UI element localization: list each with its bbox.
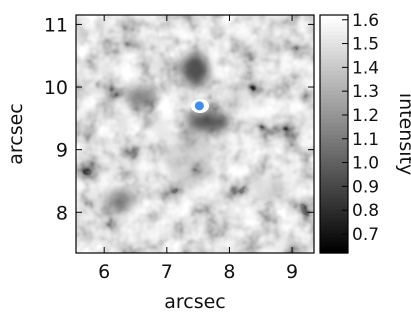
colorbar-swatch xyxy=(320,34,348,40)
colorbar-swatch xyxy=(320,149,348,155)
colorbar-swatch xyxy=(320,94,348,99)
colorbar-swatch xyxy=(320,126,348,131)
colorbar-swatch xyxy=(320,98,348,103)
heatmap-features xyxy=(106,54,288,212)
colorbar-swatch xyxy=(320,217,348,222)
colorbar-tick-label: 1.6 xyxy=(352,11,379,31)
colorbar-swatch xyxy=(320,177,348,183)
x-tick-label: 9 xyxy=(286,261,298,283)
colorbar-tick-label: 1.1 xyxy=(352,130,379,150)
colorbar-tick-label: 1.4 xyxy=(352,58,379,78)
colorbar-swatch xyxy=(320,161,348,167)
colorbar-tick-label: 0.9 xyxy=(352,177,379,197)
colorbar-swatch xyxy=(320,130,348,135)
colorbar-swatch xyxy=(320,201,348,206)
colorbar-swatch xyxy=(320,237,348,242)
colorbar-tick-label: 1.0 xyxy=(352,154,379,174)
colorbar-tick-label: 1.3 xyxy=(352,82,379,102)
y-tick-label: 8 xyxy=(56,202,68,224)
colorbar-swatch xyxy=(320,54,348,60)
colorbar-swatch xyxy=(320,197,348,203)
colorbar-swatch xyxy=(320,15,348,20)
colorbar-swatch xyxy=(320,42,348,48)
colorbar-swatch xyxy=(320,189,348,195)
colorbar-swatch xyxy=(320,50,348,56)
x-axis-ticks: 6 7 8 9 xyxy=(98,15,298,283)
colorbar-swatch xyxy=(320,90,348,95)
colorbar-swatch xyxy=(320,30,348,36)
colorbar-swatch xyxy=(320,122,348,127)
colorbar-swatch xyxy=(320,185,348,191)
colorbar-swatch xyxy=(320,205,348,210)
colorbar-swatch xyxy=(320,134,348,139)
colorbar-swatch xyxy=(320,46,348,52)
colorbar-swatch xyxy=(320,38,348,44)
colorbar-swatch xyxy=(320,74,348,80)
colorbar-swatch xyxy=(320,221,348,226)
colorbar-swatch xyxy=(320,145,348,151)
colorbar-swatch xyxy=(320,213,348,218)
colorbar-swatch xyxy=(320,169,348,175)
y-tick-label: 11 xyxy=(44,14,68,36)
colorbar-swatch xyxy=(320,102,348,107)
colorbar-swatch xyxy=(320,82,348,87)
colorbar-swatch xyxy=(320,241,348,246)
colorbar-swatch xyxy=(320,225,348,230)
colorbar-swatch xyxy=(320,86,348,91)
colorbar-ticks: 0.7 0.8 0.9 1.0 1.1 1.2 1.3 1.4 1.5 1.6 xyxy=(342,11,379,245)
highlight-spot xyxy=(194,101,204,111)
y-axis-title: arcsec xyxy=(5,103,27,165)
plot-frame xyxy=(75,14,315,254)
colorbar-swatch xyxy=(320,229,348,234)
colorbar-swatch xyxy=(320,62,348,68)
colorbar-swatch xyxy=(320,106,348,111)
colorbar-swatch xyxy=(320,165,348,171)
colorbar-swatch xyxy=(320,141,348,147)
colorbar-swatch xyxy=(320,137,348,143)
colorbar-swatch xyxy=(320,153,348,159)
x-tick-label: 6 xyxy=(98,261,110,283)
colorbar-swatch xyxy=(320,26,348,32)
x-axis-title: arcsec xyxy=(164,291,226,313)
x-tick-label: 7 xyxy=(161,261,173,283)
colorbar-title: intensity xyxy=(395,93,411,175)
colorbar-swatch xyxy=(320,66,348,72)
colorbar-swatch xyxy=(320,173,348,179)
colorbar-frame xyxy=(319,14,349,254)
colorbar-tick-label: 1.5 xyxy=(352,35,379,55)
colorbar-swatch xyxy=(320,114,348,119)
colorbar-swatch xyxy=(320,209,348,214)
colorbar-swatch xyxy=(320,245,348,250)
x-tick-label: 8 xyxy=(223,261,235,283)
colorbar-swatch xyxy=(320,22,348,28)
colorbar-gradient xyxy=(320,15,348,254)
y-tick-label: 9 xyxy=(56,140,68,162)
colorbar: 0.7 0.8 0.9 1.0 1.1 1.2 1.3 1.4 1.5 1.6 intensity xyxy=(319,11,411,254)
colorbar-swatch xyxy=(320,78,348,84)
colorbar-swatch xyxy=(320,58,348,64)
colorbar-swatch xyxy=(320,193,348,199)
colorbar-swatch xyxy=(320,70,348,76)
colorbar-tick-label: 1.2 xyxy=(352,106,379,126)
colorbar-swatch xyxy=(320,110,348,115)
y-axis-ticks: 8 9 10 11 xyxy=(44,14,314,224)
colorbar-swatch xyxy=(320,181,348,187)
colorbar-swatch xyxy=(320,118,348,123)
colorbar-tick-label: 0.7 xyxy=(352,225,379,245)
colorbar-swatch xyxy=(320,249,348,254)
plot-area xyxy=(75,14,315,254)
colorbar-swatch xyxy=(320,233,348,238)
colorbar-swatch xyxy=(320,157,348,163)
colorbar-tick-label: 0.8 xyxy=(352,201,379,221)
y-tick-label: 10 xyxy=(44,77,68,99)
colorbar-swatch xyxy=(320,18,348,24)
